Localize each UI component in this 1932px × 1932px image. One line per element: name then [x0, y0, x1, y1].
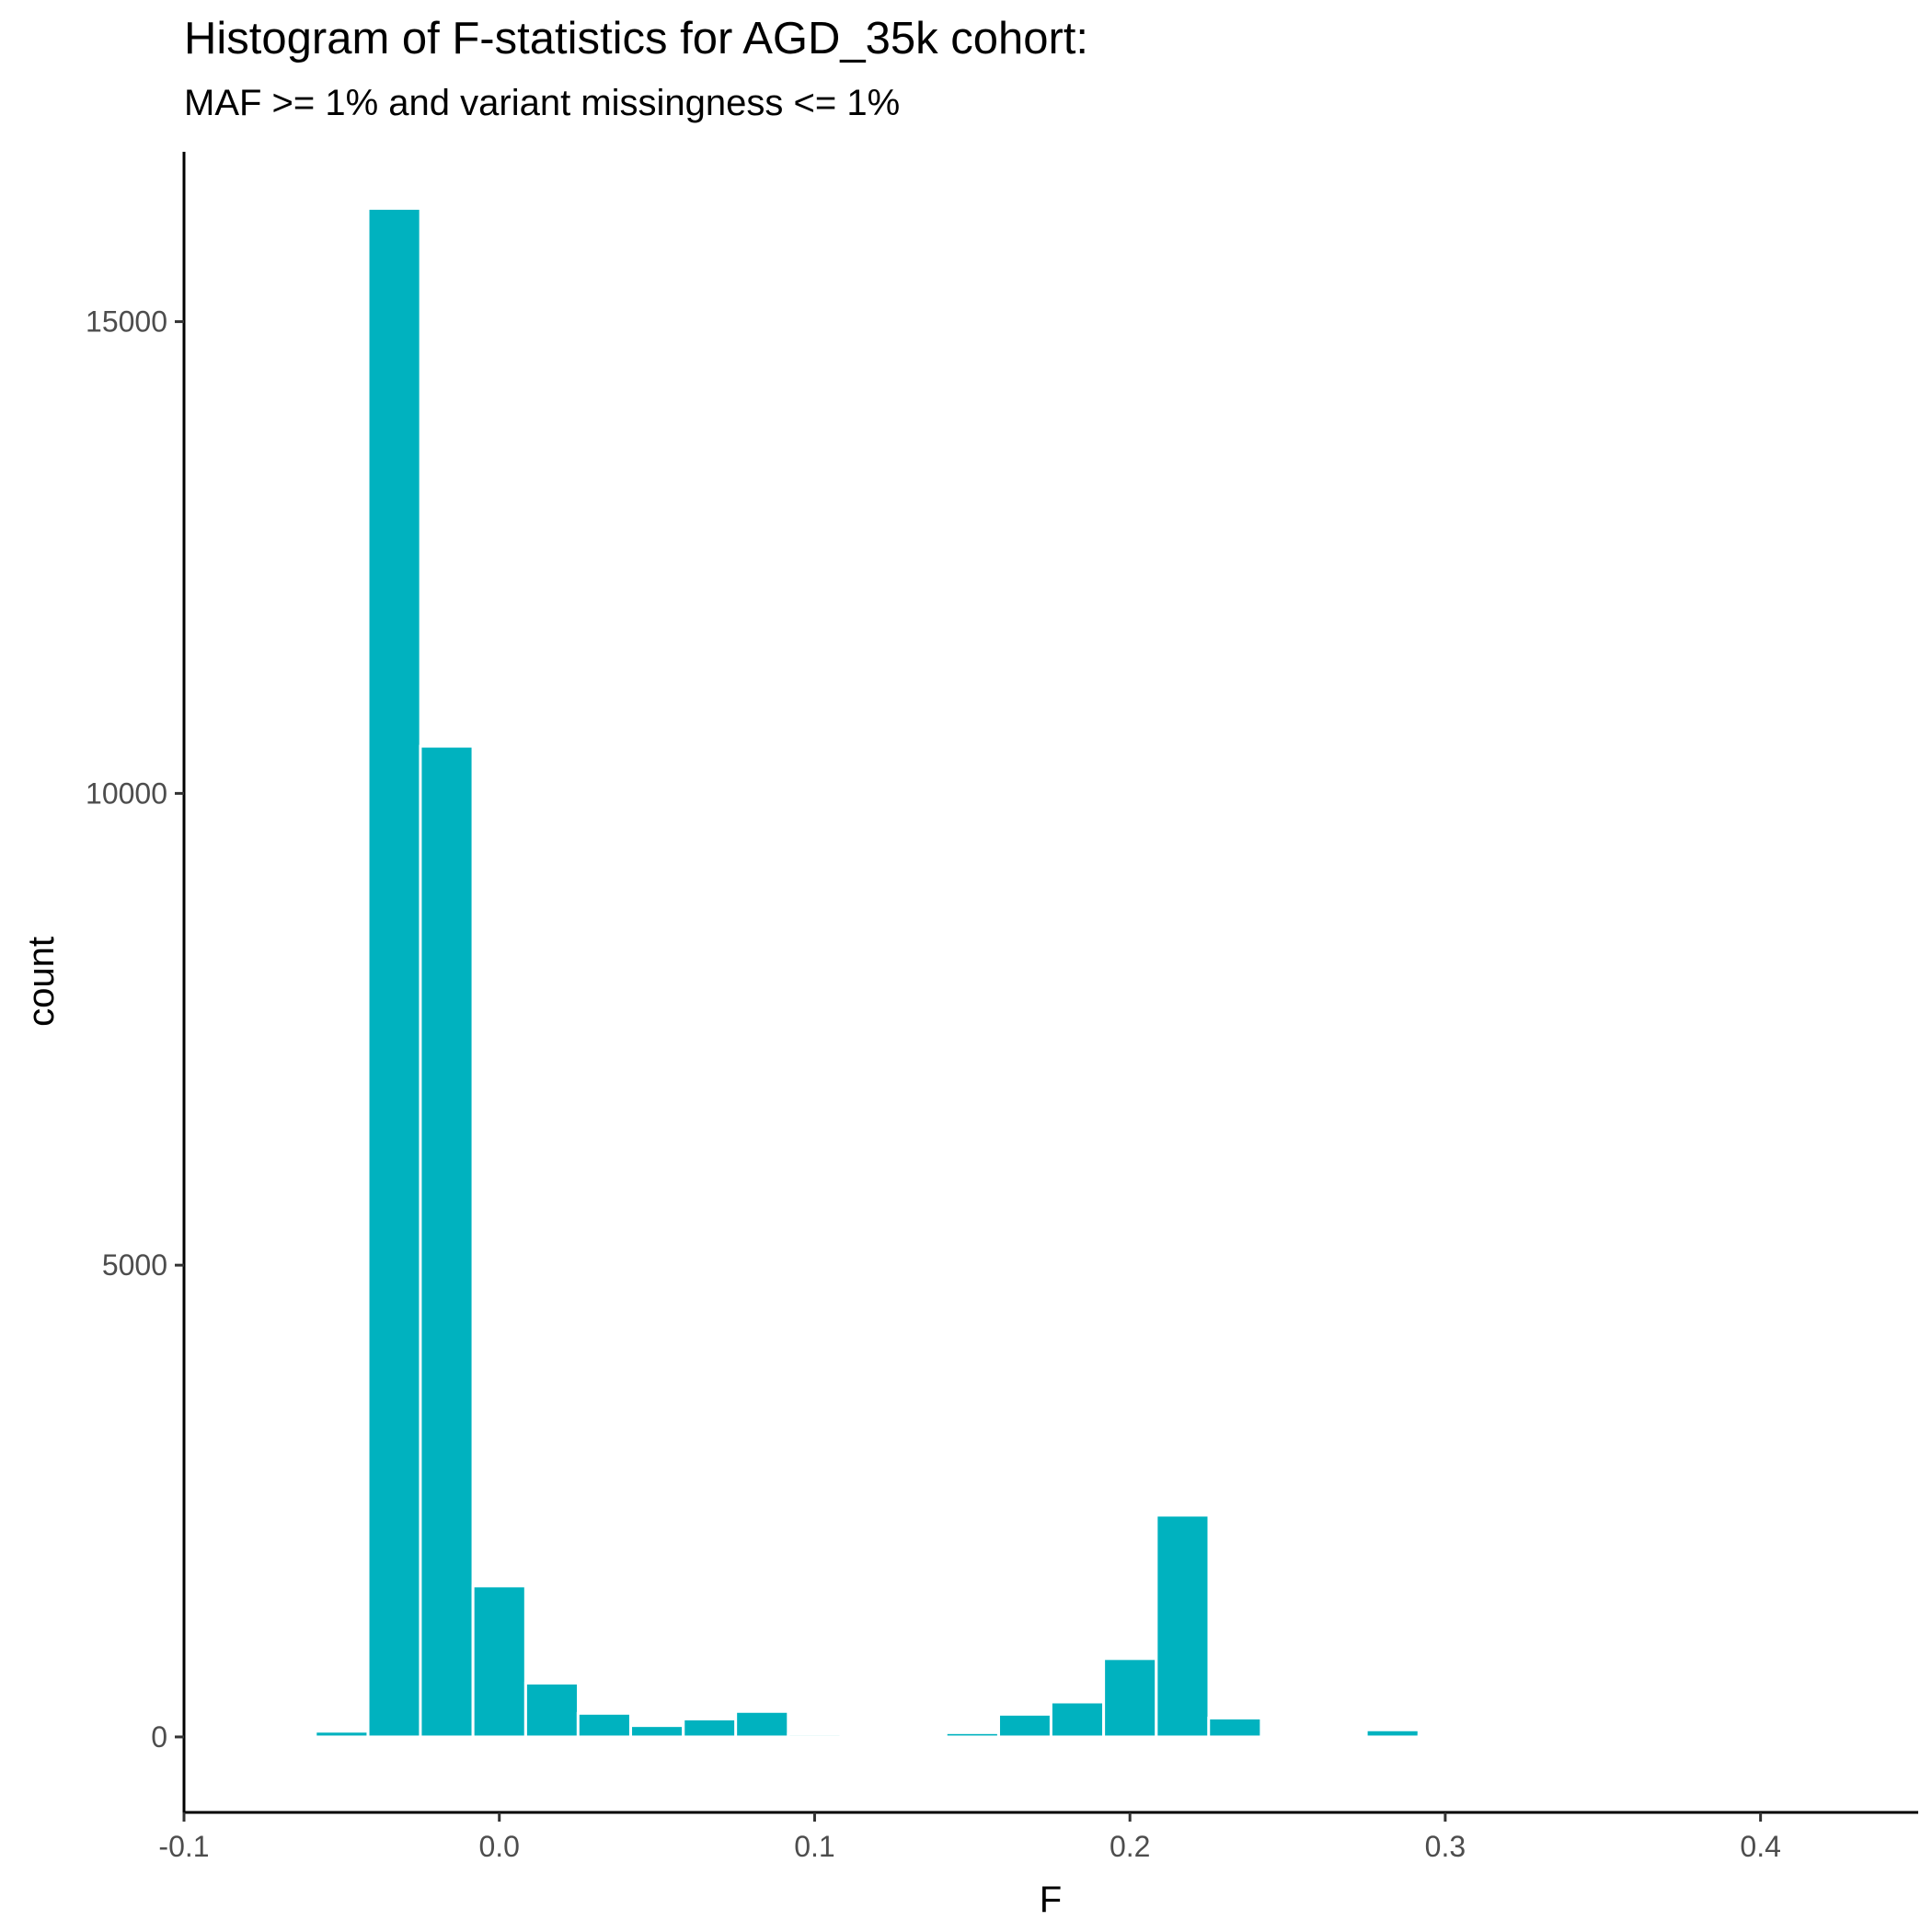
y-tick-label: 0 [151, 1720, 167, 1754]
histogram-bar [996, 1712, 1053, 1739]
histogram-bar [576, 1711, 632, 1739]
histogram-bar [944, 1731, 1000, 1739]
x-tick-label: 0.3 [1425, 1830, 1466, 1863]
y-ticks-group: 0 5000 10000 15000 [86, 305, 184, 1754]
chart-subtitle: MAF >= 1% and variant missingness <= 1% [184, 83, 901, 123]
histogram-bar [314, 1730, 370, 1739]
histogram-bar [1364, 1728, 1420, 1739]
x-tick-label: 0.2 [1110, 1830, 1150, 1863]
histogram-bar [523, 1681, 581, 1739]
histogram-bar [471, 1584, 527, 1739]
histogram-bar [1155, 1513, 1211, 1739]
chart-title: Histogram of F-statistics for AGD_35k co… [184, 14, 1089, 63]
histogram-bar [839, 1732, 895, 1739]
x-axis-title: F [1040, 1880, 1062, 1920]
histogram-bar [1417, 1734, 1473, 1739]
histogram-bar [891, 1733, 948, 1739]
histogram-bar [366, 207, 422, 1739]
x-ticks-group: -0.1 0.0 0.1 0.2 0.3 0.4 [158, 1812, 1781, 1863]
x-tick-label: 0.1 [794, 1830, 834, 1863]
histogram-bar [1102, 1657, 1158, 1739]
histogram-bar [734, 1709, 790, 1739]
y-axis-title: count [21, 937, 62, 1027]
histogram-bar [1049, 1700, 1106, 1739]
y-tick-label: 10000 [86, 776, 167, 810]
histogram-bar [682, 1717, 738, 1739]
histogram-bar [1259, 1732, 1316, 1739]
x-tick-label: -0.1 [158, 1830, 209, 1863]
histogram-bar [419, 744, 475, 1739]
y-tick-label: 5000 [102, 1248, 167, 1282]
y-tick-label: 15000 [86, 305, 167, 339]
x-tick-label: 0.0 [478, 1830, 519, 1863]
histogram-bar [787, 1732, 843, 1739]
bars-group [314, 207, 1473, 1739]
histogram-bar [1312, 1734, 1368, 1739]
histogram-bar [1207, 1716, 1263, 1739]
x-tick-label: 0.4 [1740, 1830, 1780, 1863]
histogram-bar [629, 1724, 685, 1739]
